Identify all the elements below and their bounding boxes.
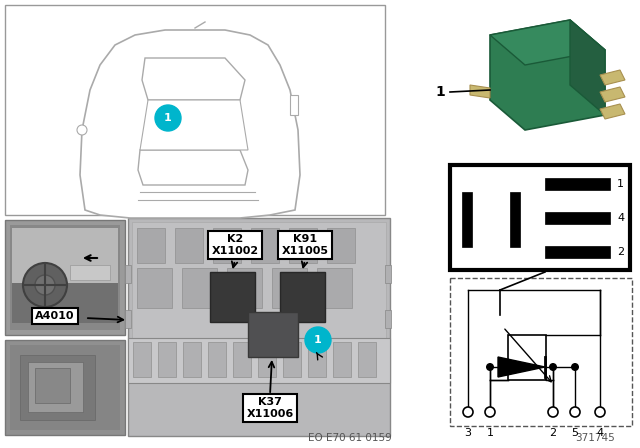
Text: EO E70 61 0159: EO E70 61 0159: [308, 433, 392, 443]
Polygon shape: [490, 20, 605, 130]
Text: 2: 2: [617, 247, 624, 257]
Polygon shape: [490, 20, 605, 65]
Text: K91
X11005: K91 X11005: [282, 234, 328, 256]
Bar: [290, 95, 298, 115]
Text: K2
X11002: K2 X11002: [211, 234, 259, 256]
Polygon shape: [570, 20, 605, 115]
Circle shape: [595, 407, 605, 417]
Bar: [308, 342, 326, 377]
Bar: [283, 342, 301, 377]
Bar: [545, 178, 610, 190]
Bar: [248, 312, 298, 357]
Text: 5: 5: [572, 428, 579, 438]
Polygon shape: [600, 70, 625, 85]
Polygon shape: [80, 30, 300, 218]
Bar: [35, 368, 70, 403]
Bar: [125, 310, 131, 328]
Bar: [327, 228, 355, 263]
Bar: [358, 342, 376, 377]
Bar: [289, 228, 317, 263]
Bar: [5, 5, 385, 215]
Bar: [462, 192, 472, 247]
Text: 1: 1: [617, 179, 624, 189]
Bar: [272, 268, 307, 308]
Bar: [208, 342, 226, 377]
Circle shape: [570, 407, 580, 417]
Bar: [385, 265, 391, 283]
Bar: [175, 228, 203, 263]
Bar: [28, 362, 83, 412]
Bar: [182, 268, 217, 308]
Bar: [258, 342, 276, 377]
Bar: [10, 225, 120, 330]
Bar: [317, 268, 352, 308]
Bar: [251, 228, 279, 263]
Circle shape: [77, 125, 87, 135]
Polygon shape: [600, 87, 625, 102]
Polygon shape: [498, 357, 545, 377]
Bar: [450, 165, 630, 270]
Text: 2: 2: [549, 428, 557, 438]
Bar: [333, 342, 351, 377]
Bar: [5, 340, 125, 435]
Bar: [128, 218, 390, 436]
Bar: [545, 246, 610, 258]
Bar: [280, 272, 325, 322]
Bar: [125, 265, 131, 283]
Polygon shape: [140, 100, 248, 150]
Text: A4010: A4010: [35, 311, 75, 321]
Bar: [508, 335, 546, 380]
Bar: [137, 268, 172, 308]
Bar: [12, 283, 118, 323]
Circle shape: [548, 407, 558, 417]
Bar: [450, 278, 632, 426]
Bar: [385, 310, 391, 328]
Text: 1: 1: [314, 335, 322, 345]
Polygon shape: [470, 85, 490, 98]
Bar: [213, 228, 241, 263]
Bar: [70, 265, 110, 280]
Bar: [210, 272, 255, 322]
Circle shape: [463, 407, 473, 417]
Bar: [183, 342, 201, 377]
Text: 1: 1: [486, 428, 493, 438]
Bar: [137, 228, 165, 263]
Circle shape: [23, 263, 67, 307]
Text: 3: 3: [465, 428, 472, 438]
Bar: [5, 220, 125, 335]
Circle shape: [485, 407, 495, 417]
Text: 3: 3: [465, 217, 472, 227]
Text: 4: 4: [617, 213, 624, 223]
Bar: [132, 222, 386, 342]
Circle shape: [155, 105, 181, 131]
Bar: [10, 345, 120, 430]
Bar: [233, 342, 251, 377]
Text: 1: 1: [164, 113, 172, 123]
Text: 4: 4: [596, 428, 604, 438]
Circle shape: [571, 363, 579, 371]
Bar: [545, 212, 610, 224]
Text: 5: 5: [513, 217, 520, 227]
Bar: [158, 342, 176, 377]
Circle shape: [35, 275, 55, 295]
Polygon shape: [138, 150, 248, 185]
Text: 371745: 371745: [575, 433, 615, 443]
Bar: [20, 355, 95, 420]
Circle shape: [486, 363, 494, 371]
Text: 1: 1: [435, 85, 445, 99]
Circle shape: [305, 327, 331, 353]
Polygon shape: [600, 104, 625, 119]
Text: K37
X11006: K37 X11006: [246, 397, 294, 419]
Bar: [12, 228, 118, 283]
Bar: [128, 338, 390, 383]
Polygon shape: [142, 58, 245, 100]
Bar: [133, 342, 151, 377]
Circle shape: [549, 363, 557, 371]
Bar: [227, 268, 262, 308]
Bar: [510, 192, 520, 247]
